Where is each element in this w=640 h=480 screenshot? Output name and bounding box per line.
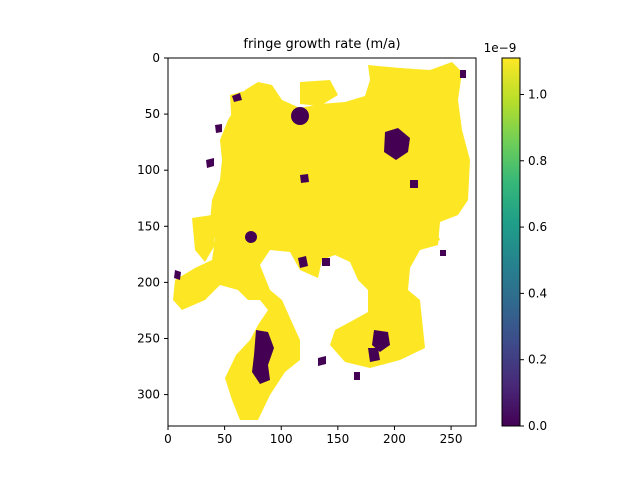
y-tick-label: 50 (145, 107, 160, 121)
y-tick-label: 200 (137, 275, 160, 289)
x-tick-label: 250 (440, 432, 463, 446)
x-tick-label: 0 (164, 432, 172, 446)
y-tick-label: 300 (137, 388, 160, 402)
y-axis: 0 50 100 150 200 250 300 (137, 51, 168, 402)
colorbar-offset-text: 1e−9 (484, 41, 517, 55)
colorbar-tick-label: 1.0 (528, 87, 547, 101)
high-value-region (173, 62, 470, 420)
y-tick-label: 150 (137, 219, 160, 233)
colorbar-tick-label: 0.6 (528, 220, 547, 234)
low-value-patches (174, 70, 466, 384)
y-tick-label: 250 (137, 331, 160, 345)
y-tick-label: 100 (137, 163, 160, 177)
plot-frame (167, 57, 477, 427)
x-axis: 0 50 100 150 200 250 (164, 426, 463, 446)
colorbar-tick-label: 0.2 (528, 353, 547, 367)
x-tick-label: 100 (270, 432, 293, 446)
colorbar-tick-label: 0.4 (528, 286, 547, 300)
y-tick-label: 0 (152, 51, 160, 65)
colorbar-tick-label: 0.8 (528, 154, 547, 168)
chart-title: fringe growth rate (m/a) (243, 37, 400, 52)
colorbar-axis: 0.0 0.2 0.4 0.6 0.8 1.0 (520, 87, 547, 433)
x-tick-label: 50 (217, 432, 232, 446)
heatmap-image (173, 62, 470, 420)
x-tick-label: 150 (326, 432, 349, 446)
colorbar (501, 57, 521, 427)
x-tick-label: 200 (383, 432, 406, 446)
colorbar-tick-label: 0.0 (528, 419, 547, 433)
